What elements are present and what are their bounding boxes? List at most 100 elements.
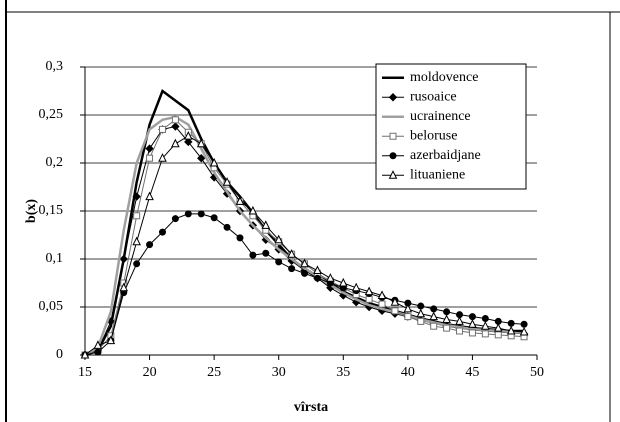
marker	[390, 297, 400, 306]
marker	[338, 277, 348, 287]
marker	[171, 116, 179, 124]
marker	[275, 258, 283, 266]
legend: moldovence rusoaice ucrainence beloruse azer…	[375, 63, 527, 190]
marker	[132, 192, 141, 201]
series-line	[84, 115, 525, 357]
y-tick-label: 0,25	[39, 107, 64, 122]
marker	[132, 236, 141, 246]
marker	[262, 249, 270, 257]
legend-label: ucrainence	[410, 109, 471, 124]
x-tick-label: 45	[465, 365, 479, 380]
marker	[94, 348, 102, 356]
marker	[326, 273, 335, 282]
marker	[196, 138, 206, 148]
marker	[519, 326, 529, 336]
y-axis-label: b(x)	[24, 199, 39, 223]
marker	[171, 215, 179, 223]
marker	[456, 327, 464, 335]
x-tick-label: 30	[272, 365, 286, 380]
marker	[494, 331, 502, 339]
x-tick-label: 20	[143, 365, 157, 380]
marker	[417, 302, 425, 310]
marker	[146, 241, 154, 249]
marker	[209, 157, 219, 167]
marker	[365, 295, 373, 303]
marker	[377, 290, 387, 299]
marker	[158, 228, 166, 236]
marker	[493, 323, 503, 332]
marker	[223, 223, 231, 231]
marker	[443, 308, 451, 316]
marker	[351, 282, 361, 292]
marker	[222, 177, 232, 186]
marker	[210, 214, 218, 222]
marker	[133, 212, 141, 220]
marker	[417, 317, 425, 325]
legend-label: beloruse	[410, 128, 457, 143]
marker	[287, 249, 296, 258]
marker	[442, 314, 451, 323]
marker	[507, 319, 515, 327]
marker	[391, 307, 399, 315]
x-tick-label: 40	[401, 365, 415, 380]
marker	[364, 286, 374, 296]
marker	[300, 258, 309, 268]
marker	[274, 234, 284, 244]
marker	[481, 330, 489, 338]
marker	[184, 210, 192, 218]
marker	[301, 269, 309, 277]
marker	[429, 311, 438, 321]
marker	[481, 315, 489, 323]
marker	[481, 321, 490, 330]
marker	[404, 313, 412, 321]
legend-label: rusoaice	[410, 89, 457, 104]
y-tick-label: 0,05	[39, 299, 64, 314]
marker	[443, 324, 451, 332]
y-tick-label: 0	[56, 347, 63, 362]
marker	[171, 138, 180, 148]
marker	[430, 322, 438, 330]
marker	[146, 154, 154, 162]
marker	[184, 131, 193, 140]
legend-marker	[389, 152, 397, 160]
legend-box	[375, 63, 527, 190]
legend-marker	[388, 93, 398, 102]
marker	[468, 329, 476, 337]
x-tick-label: 50	[530, 365, 544, 380]
marker	[235, 196, 245, 205]
marker	[158, 153, 167, 162]
marker	[248, 205, 258, 215]
marker	[249, 251, 257, 259]
marker	[197, 153, 206, 163]
legend-label: azerbaidjane	[410, 148, 481, 163]
marker	[416, 308, 426, 318]
marker	[313, 274, 321, 282]
marker	[288, 265, 296, 273]
marker	[119, 282, 129, 292]
marker	[261, 220, 271, 229]
y-tick-label: 0,2	[46, 155, 64, 170]
marker	[520, 320, 528, 328]
marker	[145, 191, 154, 201]
marker	[236, 234, 244, 242]
y-tick-label: 0,3	[46, 59, 64, 74]
legend-marker	[388, 170, 398, 179]
marker	[468, 313, 476, 321]
legend-label: lituaniene	[410, 167, 465, 182]
marker	[430, 305, 438, 313]
x-axis-label: vîrsta	[294, 400, 328, 415]
marker	[106, 335, 116, 345]
marker	[93, 340, 103, 349]
marker	[171, 122, 180, 131]
marker	[378, 300, 386, 308]
marker	[119, 254, 128, 264]
marker	[455, 316, 464, 325]
x-tick-label: 35	[336, 365, 350, 380]
marker	[145, 144, 154, 153]
marker	[80, 349, 90, 359]
legend-marker	[389, 132, 397, 140]
marker	[506, 325, 516, 335]
legend-label: moldovence	[410, 70, 478, 85]
x-tick-label: 15	[78, 365, 92, 380]
